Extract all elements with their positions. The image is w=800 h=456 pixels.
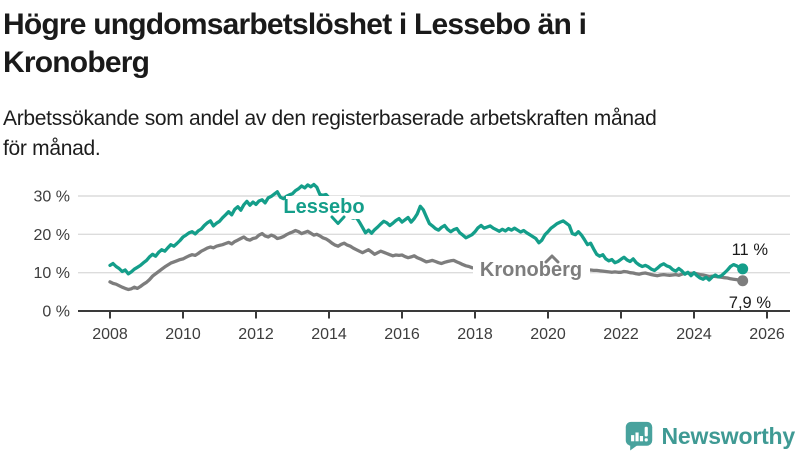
kronoberg-end-dot bbox=[737, 274, 749, 286]
y-tick-label-0: 0 % bbox=[42, 303, 70, 320]
kronoberg-label-mask bbox=[473, 259, 590, 280]
lessebo-end-label: 11 % bbox=[732, 241, 769, 259]
x-tick-label-2008: 2008 bbox=[92, 326, 128, 343]
logo-exclamation-stem bbox=[644, 426, 648, 437]
x-tick-label-2010: 2010 bbox=[165, 326, 201, 343]
newsworthy-logo-icon bbox=[625, 421, 652, 451]
logo-bubble bbox=[625, 421, 652, 446]
y-tick-label-20: 20 % bbox=[34, 226, 70, 243]
logo-bubble-tail bbox=[629, 442, 639, 451]
logo-bar-3 bbox=[639, 436, 643, 442]
page-title: Högre ungdomsarbetslöshet i Lessebo än i… bbox=[3, 8, 587, 80]
lessebo-caret-down-icon bbox=[330, 215, 346, 225]
page-subtitle: Arbetssökande som andel av den registerb… bbox=[3, 106, 657, 161]
lessebo-end-dot bbox=[737, 262, 749, 274]
kronoberg-end-label: 7,9 % bbox=[729, 294, 772, 312]
kronoberg-series-label: Kronoberg bbox=[480, 259, 582, 281]
kronoberg-line bbox=[108, 228, 745, 291]
kronoberg-caret-up-icon bbox=[544, 254, 560, 264]
x-tick-label-2012: 2012 bbox=[238, 326, 274, 343]
x-tick-label-2016: 2016 bbox=[384, 326, 420, 343]
logo-bar-1 bbox=[630, 435, 634, 442]
unemployment-line-chart: 2008 2010 2012 2014 2016 2018 2020 2022 2024 2026… bbox=[34, 182, 790, 343]
x-tick-label-2022: 2022 bbox=[603, 326, 639, 343]
lessebo-line bbox=[108, 182, 745, 282]
x-tick-label-2020: 2020 bbox=[530, 326, 566, 343]
lessebo-label-mask bbox=[286, 195, 360, 219]
y-tick-label-10: 10 % bbox=[34, 265, 70, 282]
lessebo-series-label: Lessebo bbox=[283, 196, 364, 218]
x-tick-label-2014: 2014 bbox=[311, 326, 347, 343]
newsworthy-wordmark: Newsworthy bbox=[661, 422, 796, 449]
x-tick-label-2024: 2024 bbox=[676, 326, 712, 343]
x-tick-label-2018: 2018 bbox=[457, 326, 493, 343]
y-tick-label-30: 30 % bbox=[34, 188, 70, 205]
infographic-page: { "title": "Högre ungdomsarbetslöshet i … bbox=[0, 6, 800, 456]
logo-bar-2 bbox=[634, 432, 639, 442]
logo-exclamation-dot bbox=[644, 438, 648, 442]
x-tick-label-2026: 2026 bbox=[749, 326, 785, 343]
newsworthy-logo: Newsworthy bbox=[624, 421, 795, 451]
